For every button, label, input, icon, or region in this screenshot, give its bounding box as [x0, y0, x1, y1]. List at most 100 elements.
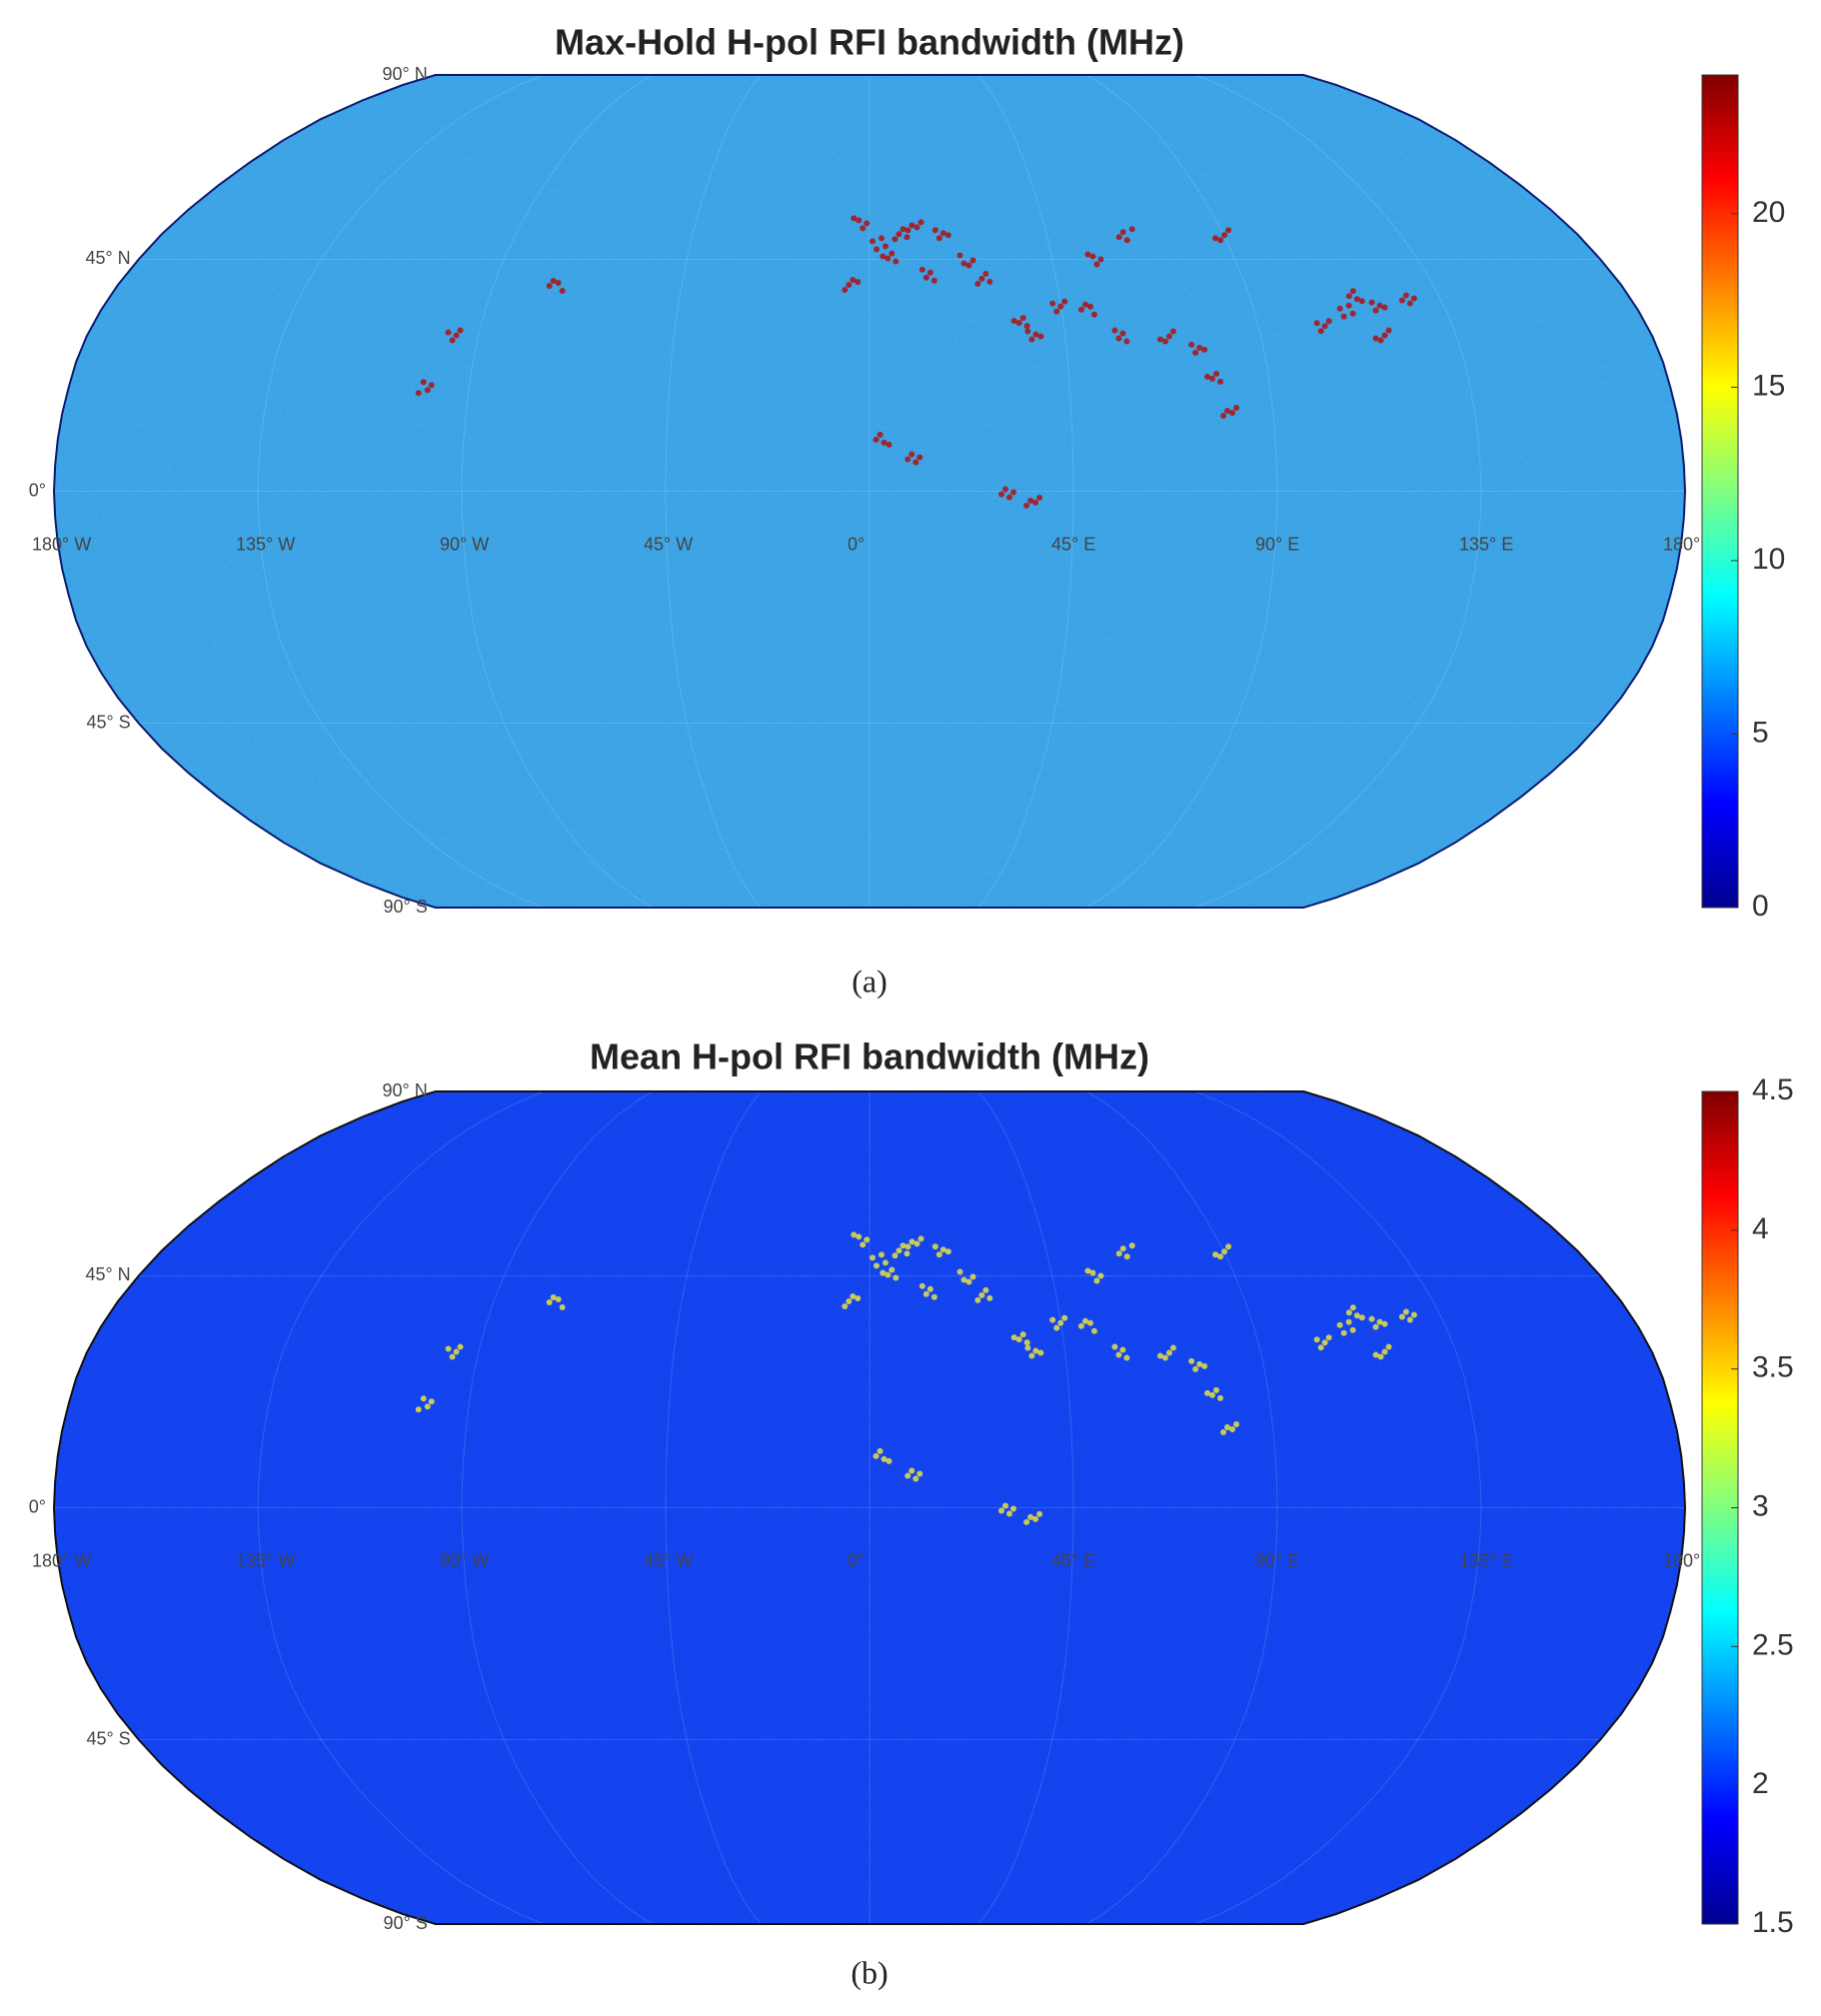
rfi-hotspot: [1372, 307, 1379, 314]
rfi-hotspot: [1385, 327, 1392, 334]
rfi-hotspot: [1385, 1343, 1392, 1350]
rfi-hotspot: [1188, 341, 1195, 348]
rfi-hotspot: [881, 439, 888, 446]
rfi-hotspot: [1028, 336, 1035, 343]
rfi-hotspot: [1090, 1327, 1097, 1334]
rfi-hotspot: [457, 1343, 464, 1350]
colorbar-tick-label: 4.5: [1752, 1073, 1794, 1106]
rfi-hotspot: [916, 454, 923, 461]
rfi-hotspot: [555, 1295, 562, 1302]
lat-label: 90° N: [382, 64, 427, 84]
colorbar-tick-label: 15: [1752, 369, 1785, 402]
rfi-hotspot: [918, 266, 925, 273]
rfi-hotspot: [912, 459, 919, 466]
lat-label: 0°: [29, 480, 46, 500]
rfi-hotspot: [880, 1269, 887, 1276]
rfi-hotspot: [1165, 333, 1172, 340]
rfi-hotspot: [886, 441, 893, 448]
rfi-hotspot: [1188, 1357, 1195, 1364]
rfi-hotspot: [1340, 313, 1347, 320]
colorbar-tick-label: 2: [1752, 1767, 1769, 1800]
rfi-hotspot: [1037, 333, 1044, 340]
rfi-hotspot: [881, 1455, 888, 1462]
rfi-hotspot: [1053, 1324, 1060, 1331]
rfi-hotspot: [453, 332, 460, 339]
rfi-hotspot: [1372, 1323, 1379, 1330]
rfi-hotspot: [1313, 1336, 1320, 1343]
rfi-hotspot: [1077, 1322, 1084, 1329]
rfi-hotspot: [1381, 304, 1388, 311]
rfi-hotspot: [1381, 1348, 1388, 1355]
map-area: [54, 75, 1685, 908]
lat-label: 45° N: [85, 248, 130, 268]
rfi-hotspot: [1123, 1354, 1130, 1361]
rfi-hotspot: [1053, 308, 1060, 315]
lon-label: 135° E: [1459, 534, 1513, 554]
rfi-hotspot: [892, 236, 899, 243]
rfi-hotspot: [889, 250, 896, 257]
panel-caption: (b): [851, 1954, 888, 1990]
rfi-hotspot: [1221, 1248, 1228, 1255]
lon-label: 135° W: [236, 1550, 295, 1570]
rfi-hotspot: [1023, 502, 1030, 509]
rfi-hotspot: [893, 1274, 900, 1281]
colorbar-tick-label: 1.5: [1752, 1906, 1794, 1939]
rfi-hotspot: [1032, 331, 1039, 338]
rfi-hotspot: [851, 1231, 858, 1238]
rfi-hotspot: [974, 280, 981, 287]
lat-label: 90° S: [383, 897, 427, 917]
rfi-hotspot: [1325, 318, 1332, 325]
rfi-hotspot: [918, 1282, 925, 1289]
rfi-hotspot: [944, 232, 951, 239]
rfi-hotspot: [1023, 1339, 1030, 1346]
rfi-hotspot: [1340, 1329, 1347, 1336]
rfi-hotspot: [449, 337, 456, 344]
rfi-hotspot: [1209, 1391, 1216, 1398]
rfi-hotspot: [982, 270, 989, 277]
rfi-hotspot: [1381, 1320, 1388, 1327]
rfi-hotspot: [1221, 232, 1228, 239]
rfi-hotspot: [886, 1457, 893, 1464]
rfi-hotspot: [1410, 1311, 1417, 1318]
rfi-hotspot: [1353, 1312, 1360, 1319]
rfi-hotspot: [1376, 302, 1383, 309]
rfi-hotspot: [1345, 302, 1352, 309]
rfi-hotspot: [1325, 1334, 1332, 1341]
rfi-hotspot: [880, 253, 887, 260]
rfi-hotspot: [420, 1395, 427, 1402]
rfi-hotspot: [1057, 303, 1064, 310]
graticule: [257, 75, 545, 908]
rfi-hotspot: [1097, 256, 1104, 263]
rfi-hotspot: [998, 1507, 1004, 1514]
rfi-hotspot: [415, 390, 422, 397]
lon-label: 0°: [848, 534, 865, 554]
graticule: [1194, 1091, 1482, 1924]
rfi-hotspot: [930, 1293, 937, 1300]
lon-label: 45° W: [644, 534, 693, 554]
rfi-hotspot: [415, 1406, 422, 1413]
rfi-hotspot: [998, 491, 1004, 498]
rfi-hotspot: [860, 225, 867, 232]
rfi-hotspot: [1093, 261, 1100, 268]
rfi-hotspot: [842, 286, 849, 293]
map-noise: [54, 1091, 1685, 1924]
rfi-hotspot: [869, 1254, 876, 1261]
rfi-hotspot: [1372, 1351, 1379, 1358]
rfi-hotspot: [877, 431, 884, 438]
rfi-hotspot: [873, 1452, 880, 1459]
rfi-hotspot: [969, 1273, 976, 1280]
rfi-hotspot: [1023, 323, 1030, 330]
rfi-hotspot: [1084, 1267, 1091, 1274]
rfi-hotspot: [420, 379, 427, 386]
rfi-hotspot: [1201, 346, 1208, 353]
rfi-hotspot: [1213, 370, 1220, 377]
graticule: [1085, 75, 1278, 908]
rfi-hotspot: [555, 279, 562, 286]
rfi-hotspot: [1313, 320, 1320, 327]
rfi-hotspot: [851, 215, 858, 222]
rfi-hotspot: [1317, 1344, 1324, 1351]
rfi-hotspot: [856, 1233, 863, 1240]
rfi-hotspot: [449, 1353, 456, 1360]
rfi-hotspot: [877, 1447, 884, 1454]
rfi-hotspot: [1086, 303, 1093, 310]
